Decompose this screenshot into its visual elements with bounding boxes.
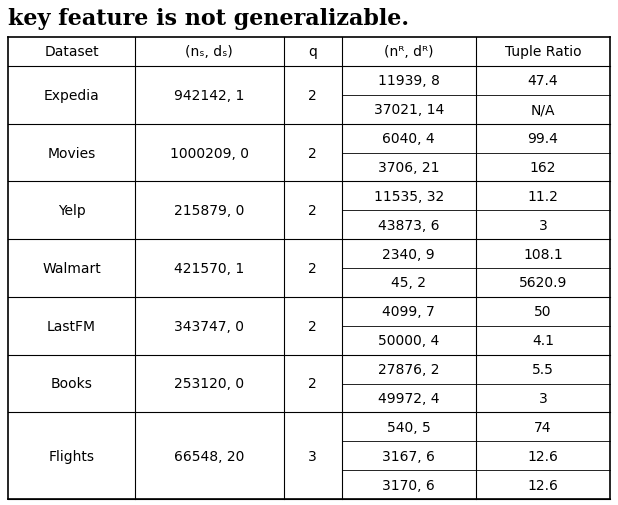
Text: LastFM: LastFM bbox=[47, 319, 96, 333]
Text: 162: 162 bbox=[530, 161, 556, 175]
Text: 2: 2 bbox=[308, 262, 317, 275]
Text: Expedia: Expedia bbox=[44, 88, 99, 103]
Text: 49972, 4: 49972, 4 bbox=[378, 391, 439, 405]
Text: Flights: Flights bbox=[48, 449, 95, 463]
Text: N/A: N/A bbox=[531, 103, 555, 117]
Text: 12.6: 12.6 bbox=[528, 449, 558, 463]
Text: 11.2: 11.2 bbox=[528, 189, 558, 204]
Text: 50: 50 bbox=[534, 305, 552, 319]
Text: Dataset: Dataset bbox=[44, 45, 99, 59]
Text: 2: 2 bbox=[308, 319, 317, 333]
Text: 37021, 14: 37021, 14 bbox=[374, 103, 444, 117]
Text: 215879, 0: 215879, 0 bbox=[174, 204, 245, 218]
Text: 5.5: 5.5 bbox=[532, 363, 554, 376]
Text: 12.6: 12.6 bbox=[528, 478, 558, 491]
Text: 11939, 8: 11939, 8 bbox=[378, 74, 439, 88]
Text: 3170, 6: 3170, 6 bbox=[383, 478, 435, 491]
Text: Tuple Ratio: Tuple Ratio bbox=[505, 45, 581, 59]
Text: 343747, 0: 343747, 0 bbox=[174, 319, 244, 333]
Text: Walmart: Walmart bbox=[42, 262, 101, 275]
Text: (nᴿ, dᴿ): (nᴿ, dᴿ) bbox=[384, 45, 433, 59]
Text: 3167, 6: 3167, 6 bbox=[383, 449, 435, 463]
Text: 11535, 32: 11535, 32 bbox=[374, 189, 444, 204]
Text: 108.1: 108.1 bbox=[523, 247, 563, 261]
Text: 47.4: 47.4 bbox=[528, 74, 558, 88]
Text: 2: 2 bbox=[308, 377, 317, 391]
Text: 5620.9: 5620.9 bbox=[519, 276, 567, 290]
Text: q: q bbox=[308, 45, 317, 59]
Text: key feature is not generalizable.: key feature is not generalizable. bbox=[8, 8, 409, 30]
Text: Movies: Movies bbox=[48, 146, 96, 160]
Text: 540, 5: 540, 5 bbox=[387, 420, 431, 434]
Text: 74: 74 bbox=[534, 420, 552, 434]
Text: (nₛ, dₛ): (nₛ, dₛ) bbox=[185, 45, 233, 59]
Text: 66548, 20: 66548, 20 bbox=[174, 449, 245, 463]
Text: Yelp: Yelp bbox=[57, 204, 85, 218]
Text: 99.4: 99.4 bbox=[528, 132, 558, 146]
Text: Books: Books bbox=[51, 377, 93, 391]
Text: 4099, 7: 4099, 7 bbox=[383, 305, 435, 319]
Text: 1000209, 0: 1000209, 0 bbox=[170, 146, 249, 160]
Text: 421570, 1: 421570, 1 bbox=[174, 262, 244, 275]
Text: 2: 2 bbox=[308, 88, 317, 103]
Text: 43873, 6: 43873, 6 bbox=[378, 218, 439, 232]
Text: 6040, 4: 6040, 4 bbox=[383, 132, 435, 146]
Text: 3: 3 bbox=[308, 449, 317, 463]
Text: 253120, 0: 253120, 0 bbox=[174, 377, 244, 391]
Text: 2: 2 bbox=[308, 146, 317, 160]
Text: 3: 3 bbox=[538, 391, 548, 405]
Text: 27876, 2: 27876, 2 bbox=[378, 363, 439, 376]
Text: 50000, 4: 50000, 4 bbox=[378, 333, 439, 347]
Text: 45, 2: 45, 2 bbox=[391, 276, 426, 290]
Text: 942142, 1: 942142, 1 bbox=[174, 88, 245, 103]
Text: 2340, 9: 2340, 9 bbox=[383, 247, 435, 261]
Text: 3706, 21: 3706, 21 bbox=[378, 161, 439, 175]
Text: 3: 3 bbox=[538, 218, 548, 232]
Text: 4.1: 4.1 bbox=[532, 333, 554, 347]
Text: 2: 2 bbox=[308, 204, 317, 218]
